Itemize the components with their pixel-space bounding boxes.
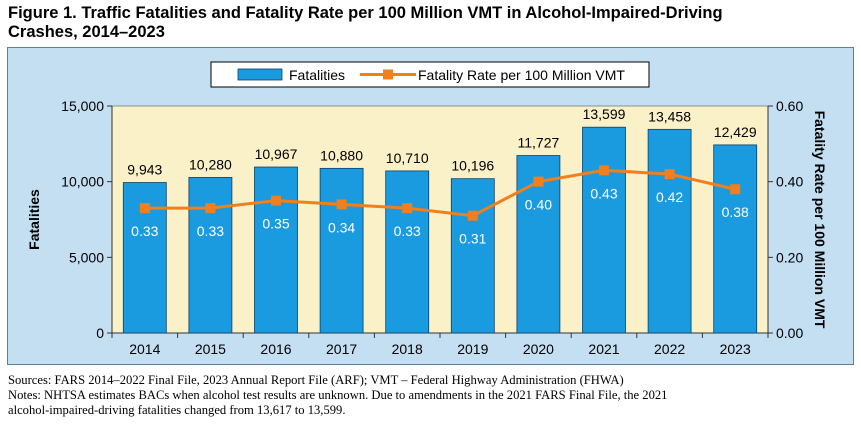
- left-tick-label: 10,000: [61, 174, 104, 190]
- x-tick-label: 2020: [523, 341, 554, 357]
- rate-marker: [599, 165, 609, 176]
- rate-marker: [730, 184, 741, 195]
- bar-value-label: 10,710: [386, 150, 429, 166]
- right-tick-label: 0.20: [776, 249, 803, 265]
- rate-marker: [402, 203, 413, 214]
- bar: [450, 178, 495, 334]
- chart-area: 0 5,000 10,000 15,000 0.00 0.20 0.40 0.60 2014 20…: [7, 47, 854, 365]
- bar: [713, 144, 758, 334]
- bar: [319, 167, 364, 334]
- rate-value-label: 0.33: [394, 223, 421, 239]
- bar: [582, 126, 626, 334]
- bar: [385, 170, 430, 334]
- rate-value-label: 0.31: [459, 231, 486, 247]
- figure-title-line-2: Crashes, 2014–2023: [8, 23, 165, 41]
- x-tick-label: 2015: [195, 341, 226, 357]
- legend-bar-swatch: [237, 68, 283, 81]
- rate-value-label: 0.40: [525, 197, 552, 213]
- right-tick-label: 0.40: [776, 174, 803, 190]
- bar-value-label: 10,880: [320, 147, 363, 163]
- combo-chart: 0 5,000 10,000 15,000 0.00 0.20 0.40 0.60 2014 20…: [26, 61, 828, 357]
- x-tick-label: 2019: [457, 341, 488, 357]
- rate-value-label: 0.33: [197, 223, 224, 239]
- right-axis-title: Fatality Rate per 100 Million VMT: [812, 111, 828, 329]
- bar-value-label: 10,280: [189, 156, 232, 172]
- bar: [188, 177, 233, 334]
- legend-label-fatalities: Fatalities: [289, 67, 345, 83]
- legend-marker-swatch: [383, 69, 393, 80]
- x-tick-label: 2017: [326, 341, 357, 357]
- rate-marker: [533, 176, 544, 187]
- notes-line-1: Notes: NHTSA estimates BACs when alcohol…: [8, 388, 668, 402]
- bar-value-label: 10,196: [451, 158, 494, 174]
- rate-marker: [139, 203, 150, 214]
- left-tick-label: 0: [96, 325, 104, 341]
- right-tick-label: 0.00: [776, 325, 803, 341]
- bar-value-label: 13,599: [583, 106, 626, 122]
- x-tick-label: 2021: [588, 341, 619, 357]
- rate-marker: [336, 199, 347, 210]
- rate-value-label: 0.35: [262, 216, 289, 232]
- rate-value-label: 0.43: [590, 185, 617, 201]
- bar-value-label: 11,727: [518, 135, 560, 151]
- legend-box: [210, 61, 650, 88]
- notes-line-2: alcohol-impaired-driving fatalities chan…: [8, 403, 346, 417]
- rate-marker: [467, 210, 478, 221]
- figure-title-line-1: Figure 1. Traffic Fatalities and Fatalit…: [8, 4, 723, 22]
- x-tick-label: 2018: [392, 341, 423, 357]
- rate-marker: [664, 169, 675, 180]
- x-tick-label: 2022: [654, 341, 685, 357]
- left-tick-label: 15,000: [61, 98, 104, 114]
- rate-value-label: 0.33: [131, 223, 158, 239]
- right-tick-label: 0.60: [776, 98, 803, 114]
- x-tick-label: 2014: [129, 341, 160, 357]
- sources-text: Sources: FARS 2014–2022 Final File, 2023…: [8, 373, 624, 387]
- bar-value-label: 12,429: [714, 124, 757, 140]
- figure-title: Figure 1. Traffic Fatalities and Fatalit…: [8, 4, 848, 42]
- rate-value-label: 0.42: [656, 189, 683, 205]
- rate-line: [144, 168, 736, 218]
- bar-value-label: 9,943: [127, 162, 162, 178]
- bar: [647, 128, 692, 334]
- left-tick-label: 5,000: [69, 249, 104, 265]
- rate-value-label: 0.38: [722, 204, 749, 220]
- x-tick-label: 2016: [260, 341, 291, 357]
- notes-block: Sources: FARS 2014–2022 Final File, 2023…: [8, 373, 853, 418]
- bar: [254, 166, 298, 334]
- rate-value-label: 0.34: [328, 219, 355, 235]
- left-axis-title: Fatalities: [26, 189, 42, 250]
- rate-marker: [205, 203, 216, 214]
- bar-value-label: 13,458: [648, 108, 691, 124]
- bar-value-label: 10,967: [255, 146, 298, 162]
- legend-label-rate: Fatality Rate per 100 Million VMT: [418, 67, 625, 83]
- x-tick-label: 2023: [720, 341, 751, 357]
- rate-marker: [271, 195, 281, 206]
